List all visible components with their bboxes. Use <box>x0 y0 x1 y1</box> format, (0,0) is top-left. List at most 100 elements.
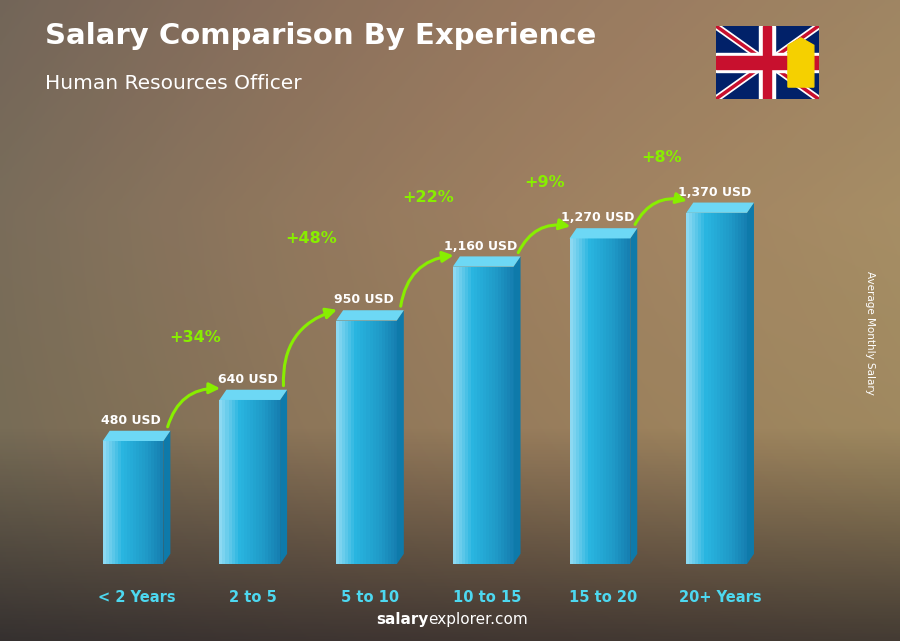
Polygon shape <box>741 213 744 564</box>
Polygon shape <box>103 441 105 564</box>
Polygon shape <box>160 441 164 564</box>
Polygon shape <box>570 238 572 564</box>
Polygon shape <box>336 320 339 564</box>
Text: 15 to 20: 15 to 20 <box>570 590 637 604</box>
Polygon shape <box>277 400 280 564</box>
Polygon shape <box>253 400 256 564</box>
Text: Salary Comparison By Experience: Salary Comparison By Experience <box>45 22 596 51</box>
FancyArrowPatch shape <box>518 220 567 253</box>
Polygon shape <box>154 441 157 564</box>
Polygon shape <box>462 267 465 564</box>
Polygon shape <box>133 441 136 564</box>
Text: explorer.com: explorer.com <box>428 612 528 627</box>
Polygon shape <box>481 267 483 564</box>
Polygon shape <box>486 267 490 564</box>
Polygon shape <box>142 441 145 564</box>
Polygon shape <box>606 238 609 564</box>
Polygon shape <box>158 441 160 564</box>
FancyArrowPatch shape <box>167 384 217 427</box>
Polygon shape <box>471 267 474 564</box>
Polygon shape <box>597 238 600 564</box>
Polygon shape <box>348 320 351 564</box>
Polygon shape <box>625 238 627 564</box>
Polygon shape <box>370 320 373 564</box>
Polygon shape <box>265 400 268 564</box>
Text: 1,370 USD: 1,370 USD <box>678 186 751 199</box>
Polygon shape <box>707 213 711 564</box>
Polygon shape <box>716 26 819 99</box>
FancyArrowPatch shape <box>635 194 684 224</box>
Polygon shape <box>148 441 151 564</box>
Text: 2 to 5: 2 to 5 <box>230 590 277 604</box>
Polygon shape <box>630 228 637 564</box>
Polygon shape <box>612 238 615 564</box>
Polygon shape <box>379 320 382 564</box>
Polygon shape <box>570 228 637 238</box>
Text: +34%: +34% <box>169 329 220 345</box>
Polygon shape <box>250 400 253 564</box>
Polygon shape <box>600 238 603 564</box>
Polygon shape <box>594 238 597 564</box>
Polygon shape <box>474 267 477 564</box>
Polygon shape <box>382 320 384 564</box>
Text: +8%: +8% <box>642 150 682 165</box>
Polygon shape <box>716 56 819 69</box>
Polygon shape <box>689 213 692 564</box>
Polygon shape <box>351 320 355 564</box>
Text: 1,160 USD: 1,160 USD <box>445 240 518 253</box>
Polygon shape <box>118 441 121 564</box>
Polygon shape <box>280 390 287 564</box>
Polygon shape <box>140 441 142 564</box>
Polygon shape <box>145 441 148 564</box>
Polygon shape <box>621 238 625 564</box>
Polygon shape <box>388 320 391 564</box>
Text: 10 to 15: 10 to 15 <box>453 590 521 604</box>
Polygon shape <box>581 238 585 564</box>
Polygon shape <box>490 267 492 564</box>
Polygon shape <box>124 441 127 564</box>
Polygon shape <box>576 238 579 564</box>
Polygon shape <box>465 267 468 564</box>
Text: Human Resources Officer: Human Resources Officer <box>45 74 302 93</box>
Polygon shape <box>342 320 346 564</box>
Polygon shape <box>109 441 112 564</box>
Polygon shape <box>723 213 725 564</box>
Polygon shape <box>701 213 705 564</box>
Polygon shape <box>514 256 520 564</box>
Polygon shape <box>692 213 696 564</box>
Polygon shape <box>618 238 621 564</box>
Polygon shape <box>397 310 404 564</box>
Polygon shape <box>615 238 618 564</box>
Polygon shape <box>459 267 462 564</box>
Text: 5 to 10: 5 to 10 <box>341 590 399 604</box>
Polygon shape <box>355 320 357 564</box>
Polygon shape <box>375 320 379 564</box>
Polygon shape <box>788 38 814 87</box>
Polygon shape <box>115 441 118 564</box>
Polygon shape <box>357 320 360 564</box>
Polygon shape <box>763 26 771 99</box>
Polygon shape <box>499 267 501 564</box>
Polygon shape <box>103 431 170 441</box>
Polygon shape <box>705 213 707 564</box>
FancyArrowPatch shape <box>284 309 334 386</box>
Polygon shape <box>247 400 250 564</box>
Polygon shape <box>504 267 508 564</box>
Polygon shape <box>226 400 229 564</box>
Polygon shape <box>231 400 235 564</box>
Polygon shape <box>483 267 486 564</box>
Polygon shape <box>698 213 701 564</box>
Polygon shape <box>627 238 630 564</box>
Polygon shape <box>492 267 495 564</box>
Polygon shape <box>366 320 370 564</box>
Text: salary: salary <box>376 612 428 627</box>
Text: 640 USD: 640 USD <box>218 373 277 386</box>
Polygon shape <box>130 441 133 564</box>
Text: 1,270 USD: 1,270 USD <box>561 212 634 224</box>
Polygon shape <box>747 203 754 564</box>
Polygon shape <box>687 213 689 564</box>
FancyArrowPatch shape <box>400 253 450 306</box>
Polygon shape <box>240 400 244 564</box>
Polygon shape <box>716 213 720 564</box>
Polygon shape <box>744 213 747 564</box>
